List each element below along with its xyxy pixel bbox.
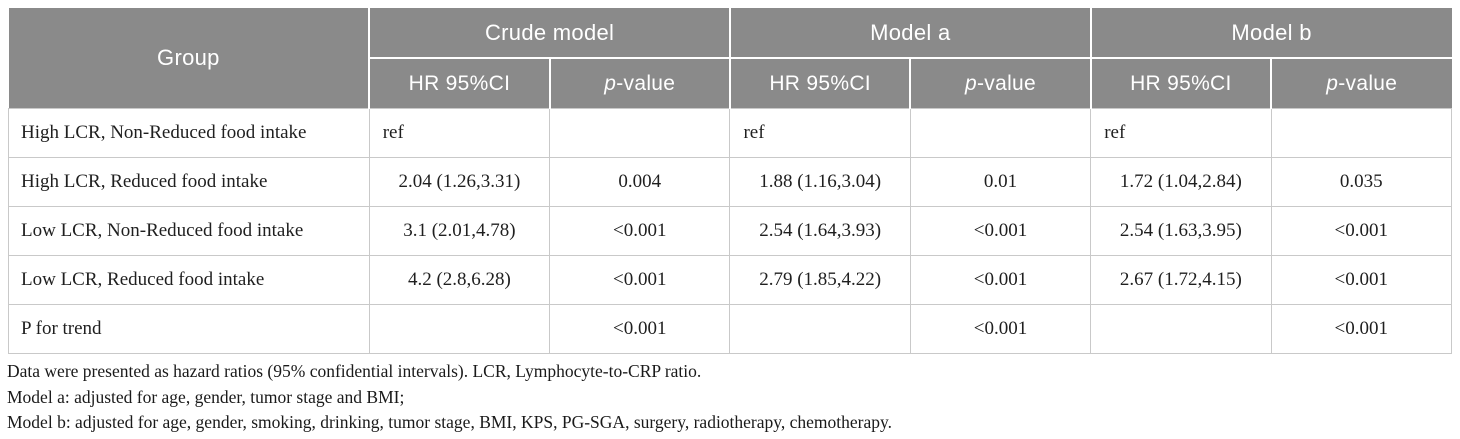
model-b-p-cell: 0.035: [1270, 157, 1453, 207]
column-header-crude-model: Crude model: [369, 8, 731, 59]
model-b-hr-cell: 2.67 (1.72,4.15): [1090, 255, 1272, 305]
table-row: Low LCR, Reduced food intake 4.2 (2.8,6.…: [8, 255, 1453, 305]
model-a-p-cell: <0.001: [909, 255, 1092, 305]
footnotes: Data were presented as hazard ratios (95…: [7, 359, 1453, 436]
column-header-group: Group: [8, 8, 371, 109]
table-row: High LCR, Reduced food intake 2.04 (1.26…: [8, 157, 1453, 207]
subheader-hr-model-a: HR 95%CI: [729, 58, 912, 109]
model-b-p-cell: <0.001: [1270, 304, 1453, 354]
p-value-suffix: -value: [977, 71, 1036, 95]
model-a-p-cell: <0.001: [909, 206, 1092, 256]
model-b-p-cell: <0.001: [1270, 255, 1453, 305]
group-cell: Low LCR, Reduced food intake: [8, 255, 370, 305]
table-body: High LCR, Non-Reduced food intake ref re…: [8, 108, 1453, 354]
model-b-hr-cell: 2.54 (1.63,3.95): [1090, 206, 1272, 256]
footnote-line-3: Model b: adjusted for age, gender, smoki…: [7, 412, 892, 432]
group-cell: Low LCR, Non-Reduced food intake: [8, 206, 370, 256]
crude-p-cell: <0.001: [549, 206, 731, 256]
crude-p-cell: <0.001: [549, 255, 731, 305]
column-header-model-a: Model a: [729, 8, 1092, 59]
model-a-hr-cell: 1.88 (1.16,3.04): [729, 157, 911, 207]
table-row: Low LCR, Non-Reduced food intake 3.1 (2.…: [8, 206, 1453, 256]
p-value-suffix: -value: [616, 71, 676, 95]
model-b-p-cell: <0.001: [1270, 206, 1453, 256]
model-b-p-cell: [1270, 108, 1453, 158]
subheader-pvalue-model-a: p-value: [910, 58, 1092, 109]
crude-p-cell: 0.004: [549, 157, 731, 207]
crude-hr-cell: [368, 304, 551, 354]
p-letter: p: [1326, 71, 1339, 95]
footnote-line-1: Data were presented as hazard ratios (95…: [7, 361, 702, 381]
subheader-hr-crude: HR 95%CI: [369, 58, 551, 109]
hazard-ratio-table: Group Crude model Model a Model b HR 95%…: [8, 8, 1453, 354]
sub-header-row: HR 95%CI p-value HR 95%CI p-value HR 95%…: [9, 58, 1452, 109]
model-a-hr-cell: 2.79 (1.85,4.22): [729, 255, 911, 305]
column-header-model-b: Model b: [1090, 8, 1452, 59]
model-b-hr-cell: 1.72 (1.04,2.84): [1090, 157, 1272, 207]
model-a-p-cell: 0.01: [909, 157, 1092, 207]
subheader-hr-model-b: HR 95%CI: [1090, 58, 1273, 109]
model-b-hr-cell: ref: [1090, 108, 1272, 158]
crude-p-cell: <0.001: [549, 304, 731, 354]
crude-hr-cell: 2.04 (1.26,3.31): [368, 157, 551, 207]
table-row: P for trend <0.001 <0.001 <0.001: [8, 304, 1453, 354]
model-a-p-cell: <0.001: [909, 304, 1092, 354]
subheader-pvalue-crude: p-value: [549, 58, 731, 109]
model-a-hr-cell: ref: [729, 108, 911, 158]
p-value-suffix: -value: [1338, 71, 1398, 95]
model-a-hr-cell: [729, 304, 911, 354]
crude-hr-cell: 3.1 (2.01,4.78): [368, 206, 551, 256]
crude-p-cell: [549, 108, 731, 158]
group-cell: High LCR, Non-Reduced food intake: [8, 108, 370, 158]
table-row: High LCR, Non-Reduced food intake ref re…: [8, 108, 1453, 158]
crude-hr-cell: 4.2 (2.8,6.28): [368, 255, 551, 305]
p-letter: p: [604, 71, 617, 95]
model-b-hr-cell: [1090, 304, 1272, 354]
table-header: Group Crude model Model a Model b HR 95%…: [8, 8, 1452, 109]
footnote-line-2: Model a: adjusted for age, gender, tumor…: [7, 386, 405, 407]
model-header-row: Group Crude model Model a Model b: [8, 8, 1452, 109]
model-a-hr-cell: 2.54 (1.64,3.93): [729, 206, 911, 256]
group-cell: P for trend: [8, 304, 370, 354]
subheader-pvalue-model-b: p-value: [1271, 58, 1452, 109]
model-a-p-cell: [909, 108, 1092, 158]
group-cell: High LCR, Reduced food intake: [8, 157, 370, 207]
p-letter: p: [965, 71, 977, 95]
crude-hr-cell: ref: [368, 108, 551, 158]
